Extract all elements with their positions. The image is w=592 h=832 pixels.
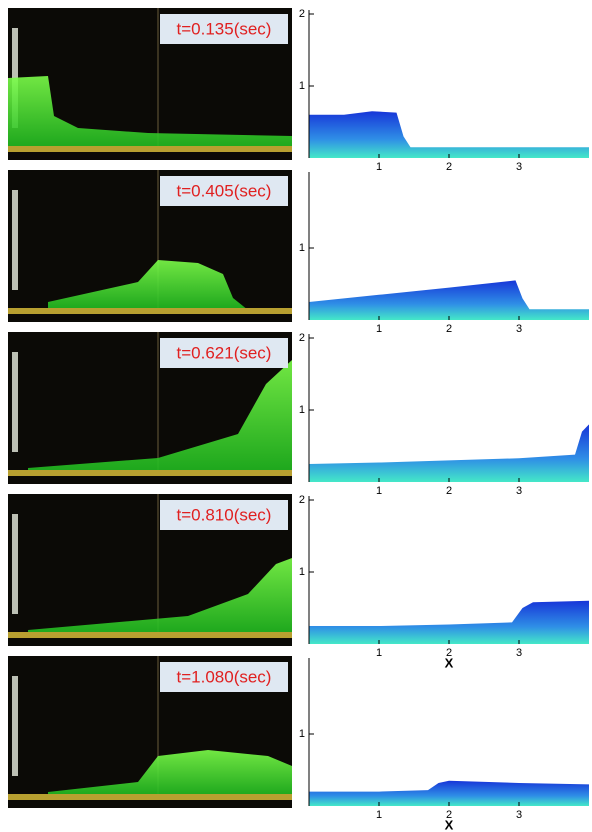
x-tick-label: 2 [446, 323, 452, 335]
x-tick-label: 1 [376, 485, 382, 497]
tank-floor [8, 794, 292, 800]
photo: t=1.080(sec) [8, 656, 292, 808]
tank-light [12, 352, 18, 452]
x-tick-label: 1 [376, 161, 382, 173]
time-label: t=0.621(sec) [177, 343, 272, 362]
x-axis-label: X [445, 817, 454, 832]
tank-light [12, 190, 18, 290]
page: {"panels": [ {"time_label": "t=0.135(sec… [0, 0, 592, 832]
x-tick-label: 3 [516, 809, 522, 821]
x-tick-label: 3 [516, 323, 522, 335]
y-tick-label: 2 [299, 8, 305, 20]
y-tick-label: 2 [299, 494, 305, 506]
y-tick-label: 1 [299, 242, 305, 254]
x-tick-label: 1 [376, 809, 382, 821]
water-surface [309, 111, 589, 158]
tank-light [12, 514, 18, 614]
figure: t=0.135(sec) 1 2 1 2 3 t=0.405(sec) 1 1 2 3 t=0.621… [0, 0, 592, 832]
x-tick-label: 2 [446, 485, 452, 497]
photo: t=0.621(sec) [8, 332, 292, 484]
water-surface [309, 601, 589, 644]
x-tick-label: 3 [516, 485, 522, 497]
tank-floor [8, 146, 292, 152]
x-tick-label: 3 [516, 647, 522, 659]
time-label: t=1.080(sec) [177, 667, 272, 686]
tank-floor [8, 308, 292, 314]
time-label: t=0.810(sec) [177, 505, 272, 524]
y-tick-label: 1 [299, 566, 305, 578]
y-tick-label: 1 [299, 80, 305, 92]
photo: t=0.810(sec) [8, 494, 292, 646]
y-tick-label: 1 [299, 404, 305, 416]
tank-light [12, 676, 18, 776]
y-tick-label: 1 [299, 728, 305, 740]
x-tick-label: 2 [446, 161, 452, 173]
tank-floor [8, 470, 292, 476]
photo: t=0.405(sec) [8, 170, 292, 322]
x-axis-label: X [445, 655, 454, 670]
water-surface [309, 424, 589, 482]
tank-floor [8, 632, 292, 638]
x-tick-label: 3 [516, 161, 522, 173]
photo: t=0.135(sec) [8, 8, 292, 160]
time-label: t=0.405(sec) [177, 181, 272, 200]
water-surface [309, 280, 589, 320]
x-tick-label: 1 [376, 647, 382, 659]
y-tick-label: 2 [299, 332, 305, 344]
x-tick-label: 1 [376, 323, 382, 335]
time-label: t=0.135(sec) [177, 19, 272, 38]
